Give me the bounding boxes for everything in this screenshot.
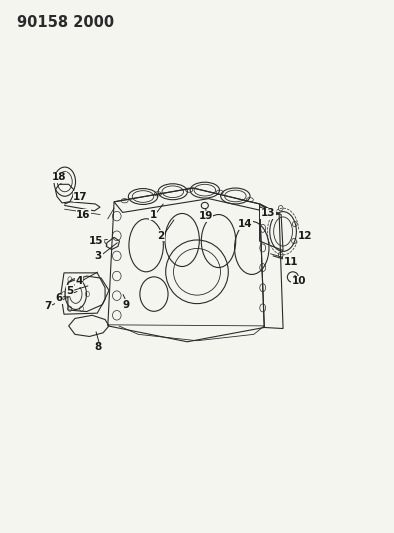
Text: 1: 1 [150,209,157,220]
Text: 90158 2000: 90158 2000 [17,14,114,30]
Text: 19: 19 [199,211,213,221]
Text: 18: 18 [52,172,67,182]
Text: 7: 7 [44,301,51,311]
Text: 2: 2 [157,231,165,241]
Text: 14: 14 [238,219,252,229]
Text: 9: 9 [122,300,129,310]
Text: 8: 8 [95,342,102,352]
Text: 10: 10 [292,276,306,286]
Text: 15: 15 [89,236,103,246]
Text: 11: 11 [284,257,298,267]
Text: 5: 5 [66,286,73,296]
Text: 6: 6 [56,293,63,303]
Text: 17: 17 [73,191,88,201]
Text: 16: 16 [76,209,91,220]
Text: 3: 3 [95,251,102,261]
Text: 4: 4 [75,276,82,286]
Text: 12: 12 [297,231,312,241]
Text: 13: 13 [261,208,275,219]
